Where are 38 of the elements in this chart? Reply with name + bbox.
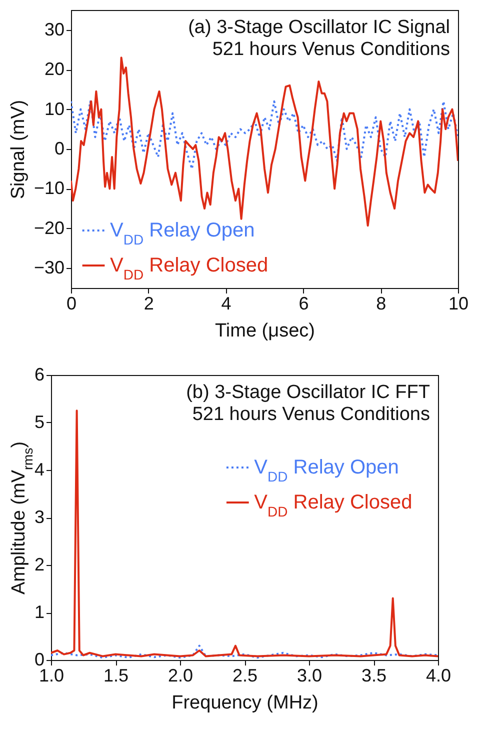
y-tick-label: 20 xyxy=(44,59,64,80)
annotation: 521 hours Venus Conditions xyxy=(192,404,430,425)
x-tick-label: 2.0 xyxy=(168,666,194,686)
line-series xyxy=(51,644,438,659)
legend-label: V$_{DD}$ Relay Open xyxy=(110,220,255,248)
x-tick-label: 6 xyxy=(298,294,309,314)
y-tick-label: 30 xyxy=(44,19,64,40)
y-tick-label: −20 xyxy=(34,218,64,238)
y-tick-label: 3 xyxy=(34,507,44,527)
line-series xyxy=(71,100,458,170)
x-tick-label: 3.5 xyxy=(361,666,387,686)
y-tick-label: 4 xyxy=(34,460,44,480)
annotation: (b) 3-Stage Oscillator IC FFT xyxy=(186,382,430,403)
x-tick-label: 4.0 xyxy=(426,666,452,686)
legend-label: V$_{DD}$ Relay Open xyxy=(254,456,399,484)
x-tick-label: 4 xyxy=(221,294,232,314)
y-tick-label: 5 xyxy=(34,412,44,432)
x-tick-label: 10 xyxy=(448,294,469,314)
y-tick-label: 2 xyxy=(34,554,44,574)
x-tick-label: 1.5 xyxy=(103,666,129,686)
y-tick-label: 10 xyxy=(44,98,64,119)
y-tick-label: 0 xyxy=(54,138,64,158)
x-tick-label: 8 xyxy=(376,294,386,314)
annotation: (a) 3-Stage Oscillator IC Signal xyxy=(188,17,450,38)
y-tick-label: 1 xyxy=(34,602,44,622)
y-axis-title: Signal (mV) xyxy=(8,100,29,200)
legend-label: V$_{DD}$ Relay Closed xyxy=(254,492,412,520)
x-tick-label: 3.0 xyxy=(296,666,322,686)
y-tick-label: −10 xyxy=(34,178,64,198)
legend-label: V$_{DD}$ Relay Closed xyxy=(110,254,268,282)
y-tick-label: −30 xyxy=(34,258,64,278)
x-tick-label: 0 xyxy=(66,294,77,314)
x-axis-title: Frequency (MHz) xyxy=(172,692,318,714)
x-tick-label: 2 xyxy=(144,294,154,314)
x-tick-label: 2.5 xyxy=(232,666,258,686)
annotation: 521 hours Venus Conditions xyxy=(212,39,450,60)
y-tick-label: 6 xyxy=(34,364,44,384)
x-axis-title: Time (μsec) xyxy=(215,320,315,342)
